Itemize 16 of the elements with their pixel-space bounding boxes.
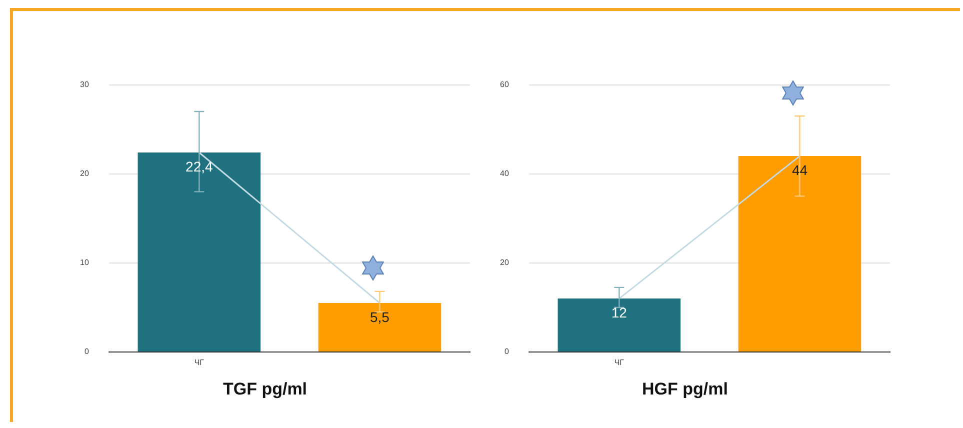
y-tick-label: 30 (80, 80, 90, 90)
text: TGF pg/ml (222, 379, 308, 398)
y-tick-label: 0 (84, 347, 90, 356)
y-tick-label: 20 (80, 169, 90, 178)
y-tick-label: 40 (500, 169, 510, 178)
data-label: 12 (611, 304, 628, 320)
y-tick-label: 10 (80, 258, 90, 268)
y-tick-label: 60 (500, 80, 510, 90)
text: HGF pg/ml (642, 379, 728, 398)
data-label: 22,4 (186, 158, 214, 174)
data-label: 44 (792, 162, 808, 178)
x-tick-label: ЧГ (194, 358, 205, 368)
x-tick-label: ЧГ (614, 358, 625, 368)
y-tick-label: 0 (504, 347, 510, 356)
y-tick-label: 20 (500, 258, 510, 268)
data-label: 5,5 (370, 308, 390, 325)
